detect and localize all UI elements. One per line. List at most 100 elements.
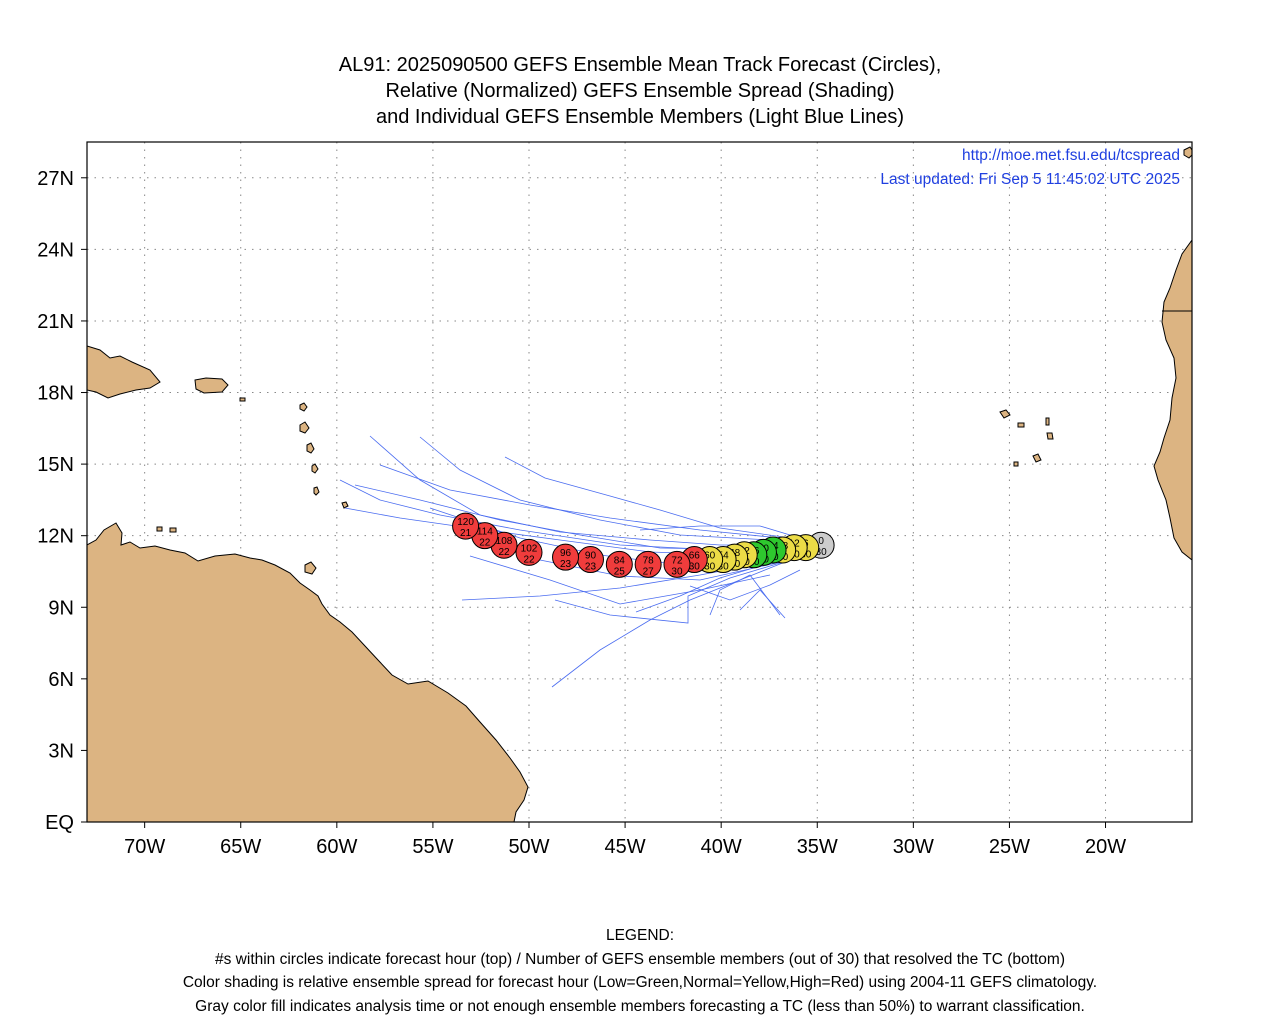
hispaniola-landmass <box>87 345 161 399</box>
member-track <box>379 464 781 539</box>
west-africa-landmass <box>1153 239 1192 561</box>
track-circle <box>605 550 633 578</box>
south-america-landmass <box>87 522 529 822</box>
lat-tick-label: 12N <box>37 526 74 548</box>
member-count: 23 <box>560 559 572 570</box>
member-count: 30 <box>718 562 730 573</box>
puerto-rico-landmass <box>194 377 229 394</box>
island <box>239 397 246 402</box>
forecast-hour: 60 <box>704 551 716 562</box>
forecast-hour: 84 <box>614 555 626 566</box>
plot-frame <box>86 141 1193 823</box>
track-circle <box>663 550 691 578</box>
track-circle <box>452 512 480 540</box>
lon-tick-label: 25W <box>989 836 1030 858</box>
lon-tick-label: 20W <box>1085 836 1126 858</box>
member-count: 30 <box>704 562 716 573</box>
member-count: 30 <box>816 547 828 558</box>
source-url[interactable]: http://moe.met.fsu.edu/tcspread <box>962 147 1180 164</box>
grid-lines <box>87 142 1192 822</box>
island <box>1017 422 1025 428</box>
forecast-hour: 78 <box>643 555 655 566</box>
member-track <box>554 559 791 624</box>
legend-line-1: #s within circles indicate forecast hour… <box>215 950 1065 968</box>
legend: LEGEND: #s within circles indicate forec… <box>0 924 1280 1018</box>
lon-tick-label: 55W <box>412 836 453 858</box>
forecast-hour: 96 <box>560 548 572 559</box>
lon-tick-label: 45W <box>605 836 646 858</box>
lon-tick-label: 70W <box>124 836 165 858</box>
member-count: 22 <box>523 554 535 565</box>
forecast-hour: 90 <box>585 551 597 562</box>
land-masses <box>87 146 1192 822</box>
member-count: 25 <box>614 566 626 577</box>
island <box>156 526 163 532</box>
island <box>341 501 349 509</box>
island <box>999 409 1011 419</box>
forecast-hour: 114 <box>477 527 493 538</box>
member-count: 23 <box>585 562 597 573</box>
member-track <box>369 435 790 546</box>
lon-tick-label: 40W <box>701 836 742 858</box>
member-track <box>504 456 791 539</box>
lat-tick-label: 24N <box>37 239 74 261</box>
forecast-hour: 0 <box>818 536 824 547</box>
member-count: 22 <box>498 547 510 558</box>
lat-tick-label: 6N <box>48 669 74 691</box>
island <box>311 463 319 474</box>
forecast-hour: 66 <box>689 551 701 562</box>
member-count: 30 <box>800 550 812 561</box>
lon-tick-label: 65W <box>220 836 261 858</box>
legend-heading: LEGEND: <box>605 927 675 944</box>
track-circle <box>634 550 662 578</box>
forecast-hour: 102 <box>521 543 538 554</box>
member-count: 30 <box>671 566 683 577</box>
lat-tick-label: 27N <box>37 168 74 190</box>
lon-tick-label: 30W <box>893 836 934 858</box>
island <box>169 527 177 533</box>
forecast-map: 0306301230183024303030363042304830543060… <box>37 141 1193 858</box>
title-line-1: AL91: 2025090500 GEFS Ensemble Mean Trac… <box>338 54 942 76</box>
member-track <box>354 484 761 551</box>
member-count: 21 <box>460 528 472 539</box>
island <box>304 561 317 575</box>
island <box>1046 432 1054 440</box>
member-track <box>551 559 791 688</box>
member-count: 30 <box>689 562 701 573</box>
member-count: 27 <box>643 566 655 577</box>
forecast-hour: 72 <box>671 555 683 566</box>
lat-tick-label: EQ <box>45 812 74 834</box>
member-track <box>469 555 771 605</box>
member-track <box>689 569 801 601</box>
lat-tick-label: 9N <box>48 597 74 619</box>
legend-line-2: Color shading is relative ensemble sprea… <box>182 974 1098 991</box>
lat-tick-label: 3N <box>48 740 74 762</box>
track-circle <box>515 538 543 566</box>
title-line-2: Relative (Normalized) GEFS Ensemble Spre… <box>385 80 895 102</box>
member-track <box>639 525 801 539</box>
lat-tick-label: 21N <box>37 311 74 333</box>
legend-line-3: Gray color fill indicates analysis time … <box>195 997 1085 1015</box>
lon-tick-label: 60W <box>316 836 357 858</box>
lon-tick-label: 35W <box>797 836 838 858</box>
axes: 70W 65W 60W 55W 50W 45W 40W 35W 30W 25W 20W EQ 3N 6N 9… <box>37 168 1126 858</box>
chart-title: AL91: 2025090500 GEFS Ensemble Mean Trac… <box>0 52 1280 130</box>
lat-tick-label: 15N <box>37 454 74 476</box>
island <box>313 486 320 496</box>
forecast-hour: 108 <box>496 536 513 547</box>
lon-tick-label: 50W <box>508 836 549 858</box>
island <box>299 402 308 412</box>
track-circle <box>552 543 580 571</box>
island <box>1045 417 1050 426</box>
member-track <box>739 589 786 619</box>
mean-track-circles: 0306301230183024303030363042304830543060… <box>452 512 835 578</box>
island <box>306 442 315 454</box>
member-count: 22 <box>479 538 491 549</box>
title-line-3: and Individual GEFS Ensemble Members (Li… <box>375 106 905 128</box>
island <box>1013 461 1019 467</box>
